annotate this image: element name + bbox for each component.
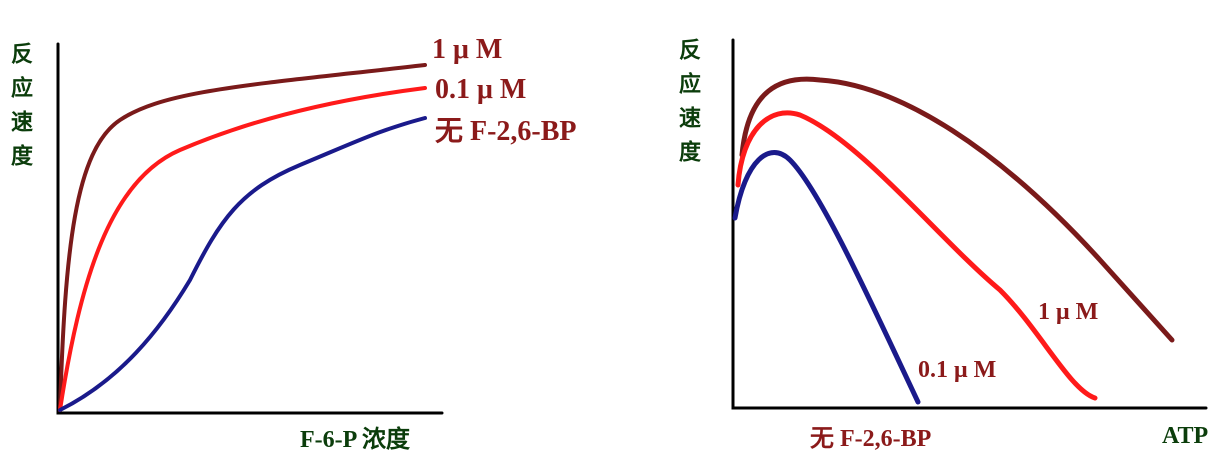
curve-0-1um bbox=[58, 86, 427, 412]
right-chart bbox=[731, 38, 1208, 410]
curve-label: 1 μ M bbox=[432, 34, 503, 65]
curve-none bbox=[732, 150, 921, 405]
axes bbox=[56, 42, 444, 415]
x-label: ATP bbox=[1162, 423, 1209, 449]
x-label: F-6-P 浓度 bbox=[300, 427, 410, 453]
curve-label: 1 μ M bbox=[1038, 299, 1099, 325]
curve-1um bbox=[739, 76, 1175, 343]
curve-label: 无 F-2,6-BP bbox=[810, 426, 932, 452]
curve-label: 无 F-2,6-BP bbox=[435, 116, 577, 147]
y-label: 反应速度 bbox=[7, 42, 32, 178]
curve-label: 0.1 μ M bbox=[435, 74, 527, 105]
curve-none bbox=[58, 116, 427, 412]
curve-0-1um bbox=[735, 110, 1098, 401]
axes bbox=[731, 38, 1208, 410]
left-chart bbox=[56, 42, 444, 415]
curve-label: 0.1 μ M bbox=[918, 357, 997, 383]
curve-1um bbox=[58, 63, 427, 412]
y-label: 反应速度 bbox=[675, 38, 700, 174]
